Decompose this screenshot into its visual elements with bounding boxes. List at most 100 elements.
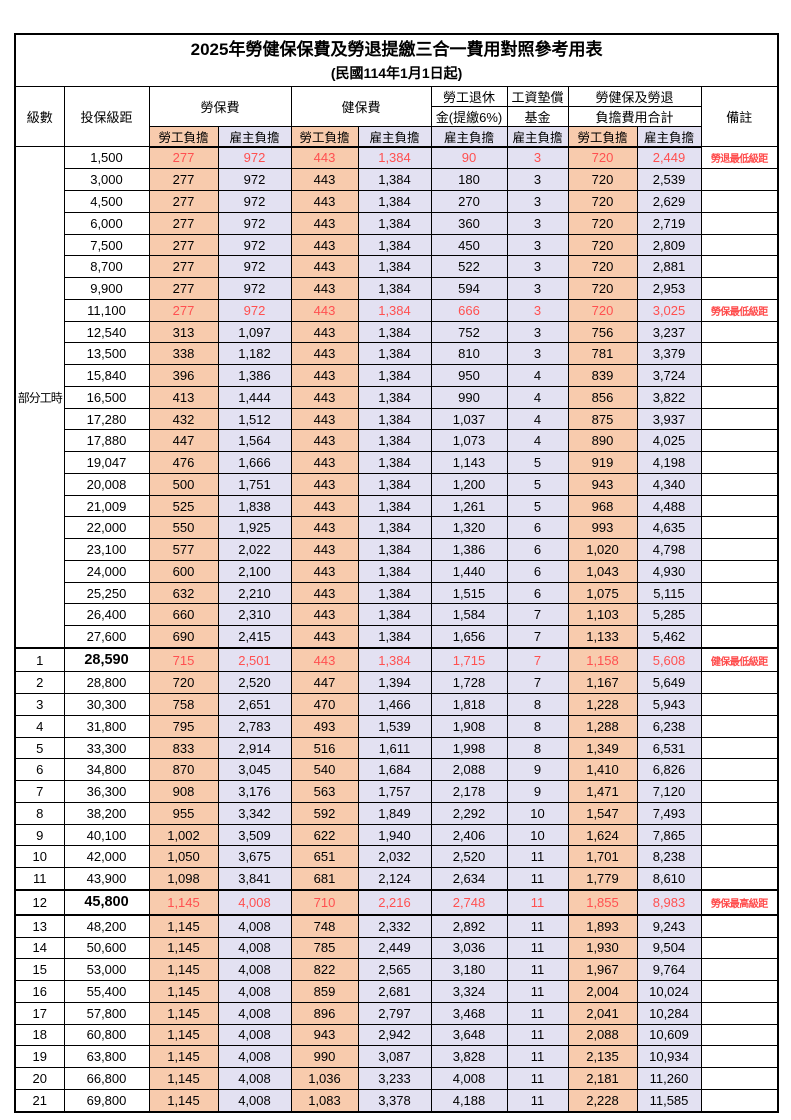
remark-cell [700, 385, 779, 409]
remark-cell [700, 801, 779, 825]
header-pension-line2: 金(提繳6%) [430, 105, 508, 127]
remark-cell [700, 233, 779, 257]
total-employer-cell: 6,238 [636, 714, 702, 738]
health-ins-employer-cell: 2,449 [357, 936, 432, 960]
salary-bracket-cell: 30,300 [63, 693, 150, 716]
health-ins-employer-cell: 1,384 [357, 168, 432, 192]
health-ins-employer-cell: 1,384 [357, 603, 432, 627]
table-row: 4 31,800 795 2,783 493 1,539 1,908 8 1,288 6,238 [14, 714, 779, 738]
remark-cell [700, 494, 779, 518]
pension-employer-cell: 594 [430, 277, 508, 300]
labor-ins-employer-cell: 2,914 [217, 736, 292, 760]
total-employee-cell: 1,158 [567, 647, 638, 673]
wage-fund-employer-cell: 10 [506, 801, 569, 825]
table-row: 3,000 277 972 443 1,384 180 3 720 2,539 [15, 168, 779, 192]
remark-cell [700, 780, 779, 803]
labor-ins-employer-cell: 1,386 [217, 364, 292, 387]
total-employer-cell: 4,198 [636, 451, 702, 474]
level-cell: 7 [14, 780, 65, 803]
total-employer-cell: 9,504 [636, 936, 702, 960]
table-row: 12,540 313 1,097 443 1,384 752 3 756 3,237 [15, 320, 779, 344]
remark-cell [700, 845, 779, 869]
wage-fund-employer-cell: 4 [506, 364, 569, 387]
labor-ins-employee-cell: 525 [148, 494, 219, 518]
pension-employer-cell: 2,292 [430, 801, 508, 825]
salary-bracket-cell: 45,800 [63, 889, 150, 916]
salary-bracket-cell: 38,200 [63, 801, 150, 825]
labor-ins-employee-cell: 1,145 [148, 936, 219, 960]
table-row: 17,280 432 1,512 443 1,384 1,037 4 875 3,937 [15, 407, 779, 431]
header-wage-fund-line1: 工資墊償 [506, 85, 569, 107]
remark-cell [700, 823, 779, 847]
labor-ins-employer-cell: 1,838 [217, 494, 292, 518]
total-employee-cell: 2,135 [567, 1045, 638, 1069]
remark-cell [700, 867, 779, 891]
remark-cell [700, 516, 779, 540]
labor-ins-employer-cell: 2,501 [217, 647, 292, 673]
table-row: 16,500 413 1,444 443 1,384 990 4 856 3,822 [15, 385, 779, 409]
pension-employer-cell: 4,008 [430, 1067, 508, 1090]
remark-cell [700, 603, 779, 627]
health-ins-employee-cell: 563 [290, 780, 359, 803]
total-employee-cell: 720 [567, 145, 638, 170]
total-employee-cell: 2,088 [567, 1023, 638, 1047]
level-group-label: 部分工時 [14, 146, 65, 649]
table-row: 10 42,000 1,050 3,675 651 2,032 2,520 11 1,701 8,… [14, 845, 779, 869]
pension-employer-cell: 1,261 [430, 494, 508, 518]
remark-cell: 健保最低級距 [700, 647, 779, 673]
pension-employer-cell: 1,818 [430, 693, 508, 716]
health-ins-employer-cell: 1,684 [357, 758, 432, 782]
labor-ins-employer-cell: 3,342 [217, 801, 292, 825]
remark-cell [700, 1023, 779, 1047]
total-employer-cell: 5,462 [636, 625, 702, 649]
total-employer-cell: 2,809 [636, 233, 702, 257]
labor-ins-employer-cell: 1,666 [217, 451, 292, 474]
level-cell: 16 [14, 980, 65, 1003]
wage-fund-employer-cell: 3 [506, 277, 569, 300]
labor-ins-employer-cell: 1,512 [217, 407, 292, 431]
wage-fund-employer-cell: 3 [506, 298, 569, 322]
subheader-health-employer: 雇主負擔 [357, 125, 432, 148]
health-ins-employer-cell: 1,384 [357, 429, 432, 453]
remark-cell [700, 1067, 779, 1090]
total-employee-cell: 968 [567, 494, 638, 518]
remark-cell [700, 342, 779, 366]
health-ins-employee-cell: 443 [290, 559, 359, 583]
labor-ins-employer-cell: 4,008 [217, 1023, 292, 1047]
table-row: 3 30,300 758 2,651 470 1,466 1,818 8 1,228 5,943 [14, 693, 779, 716]
pension-employer-cell: 3,324 [430, 980, 508, 1003]
table-row: 2 28,800 720 2,520 447 1,394 1,728 7 1,167 5,649 [14, 671, 779, 695]
salary-bracket-cell: 43,900 [63, 867, 150, 891]
wage-fund-employer-cell: 4 [506, 429, 569, 453]
level-cell: 8 [14, 801, 65, 825]
total-employee-cell: 720 [567, 190, 638, 213]
table-row: 23,100 577 2,022 443 1,384 1,386 6 1,020 4,798 [15, 538, 779, 561]
total-employee-cell: 720 [567, 277, 638, 300]
remark-cell [700, 429, 779, 453]
wage-fund-employer-cell: 8 [506, 714, 569, 738]
page-subtitle: (民國114年1月1日起) [330, 64, 463, 81]
salary-bracket-cell: 1,500 [63, 145, 150, 170]
labor-ins-employer-cell: 1,097 [217, 320, 292, 344]
health-ins-employer-cell: 3,233 [357, 1067, 432, 1090]
total-employee-cell: 2,041 [567, 1001, 638, 1025]
health-ins-employer-cell: 1,394 [357, 671, 432, 695]
labor-ins-employee-cell: 1,002 [148, 823, 219, 847]
total-employee-cell: 1,288 [567, 714, 638, 738]
labor-ins-employee-cell: 577 [148, 538, 219, 561]
health-ins-employer-cell: 1,384 [357, 145, 432, 170]
level-cell: 18 [14, 1023, 65, 1047]
wage-fund-employer-cell: 3 [506, 190, 569, 213]
table-row: 7,500 277 972 443 1,384 450 3 720 2,809 [15, 233, 779, 257]
labor-ins-employee-cell: 1,145 [148, 1001, 219, 1025]
labor-ins-employer-cell: 3,841 [217, 867, 292, 891]
salary-bracket-cell: 50,600 [63, 936, 150, 960]
subheader-total-employee: 勞工負擔 [567, 125, 638, 148]
total-employee-cell: 1,779 [567, 867, 638, 891]
total-employee-cell: 2,004 [567, 980, 638, 1003]
level-cell: 10 [14, 845, 65, 869]
pension-employer-cell: 2,748 [430, 889, 508, 916]
wage-fund-employer-cell: 3 [506, 255, 569, 279]
level-cell: 2 [14, 671, 65, 695]
wage-fund-employer-cell: 11 [506, 1023, 569, 1047]
